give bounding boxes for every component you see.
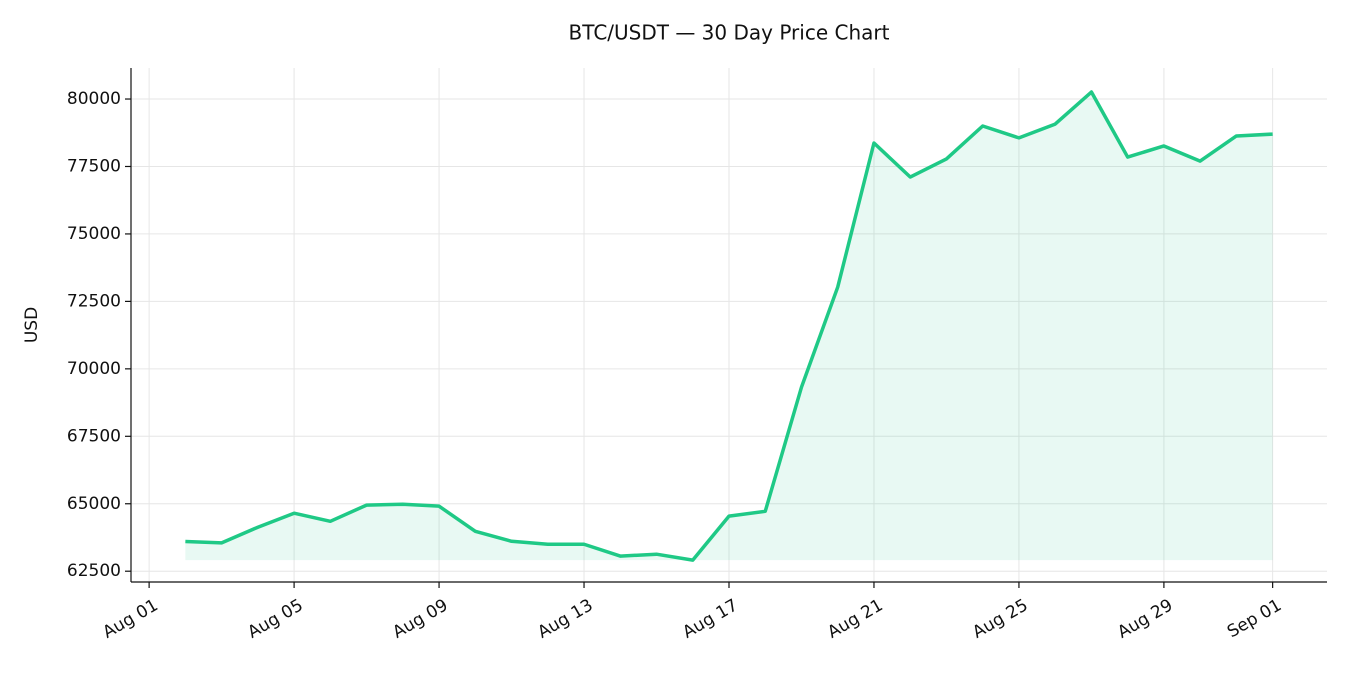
price-line [185, 90, 1273, 562]
x-tick-label: Aug 17 [679, 595, 741, 642]
x-tick-label: Aug 05 [244, 595, 306, 642]
x-tick-label: Aug 29 [1114, 595, 1176, 642]
y-axis-label: USD [22, 307, 42, 343]
area [185, 92, 1273, 561]
x-tick-label: Aug 01 [99, 595, 161, 642]
x-tick-label: Aug 09 [389, 595, 451, 642]
x-tick-label: Aug 21 [824, 595, 886, 642]
y-tick-label: 70000 [67, 359, 121, 379]
x-tick-label: Aug 13 [534, 595, 596, 642]
y-tick-label: 72500 [67, 291, 121, 311]
y-tick-label: 77500 [67, 156, 121, 176]
y-tick-label: 65000 [67, 494, 121, 514]
y-tick-label: 80000 [67, 89, 121, 109]
chart-title: BTC/USDT — 30 Day Price Chart [569, 21, 890, 45]
x-tick-label: Aug 25 [969, 595, 1031, 642]
x-tick-label: Sep 01 [1224, 595, 1285, 642]
y-tick-label: 67500 [67, 426, 121, 446]
y-tick-label: 62500 [67, 561, 121, 581]
y-tick-label: 75000 [67, 224, 121, 244]
